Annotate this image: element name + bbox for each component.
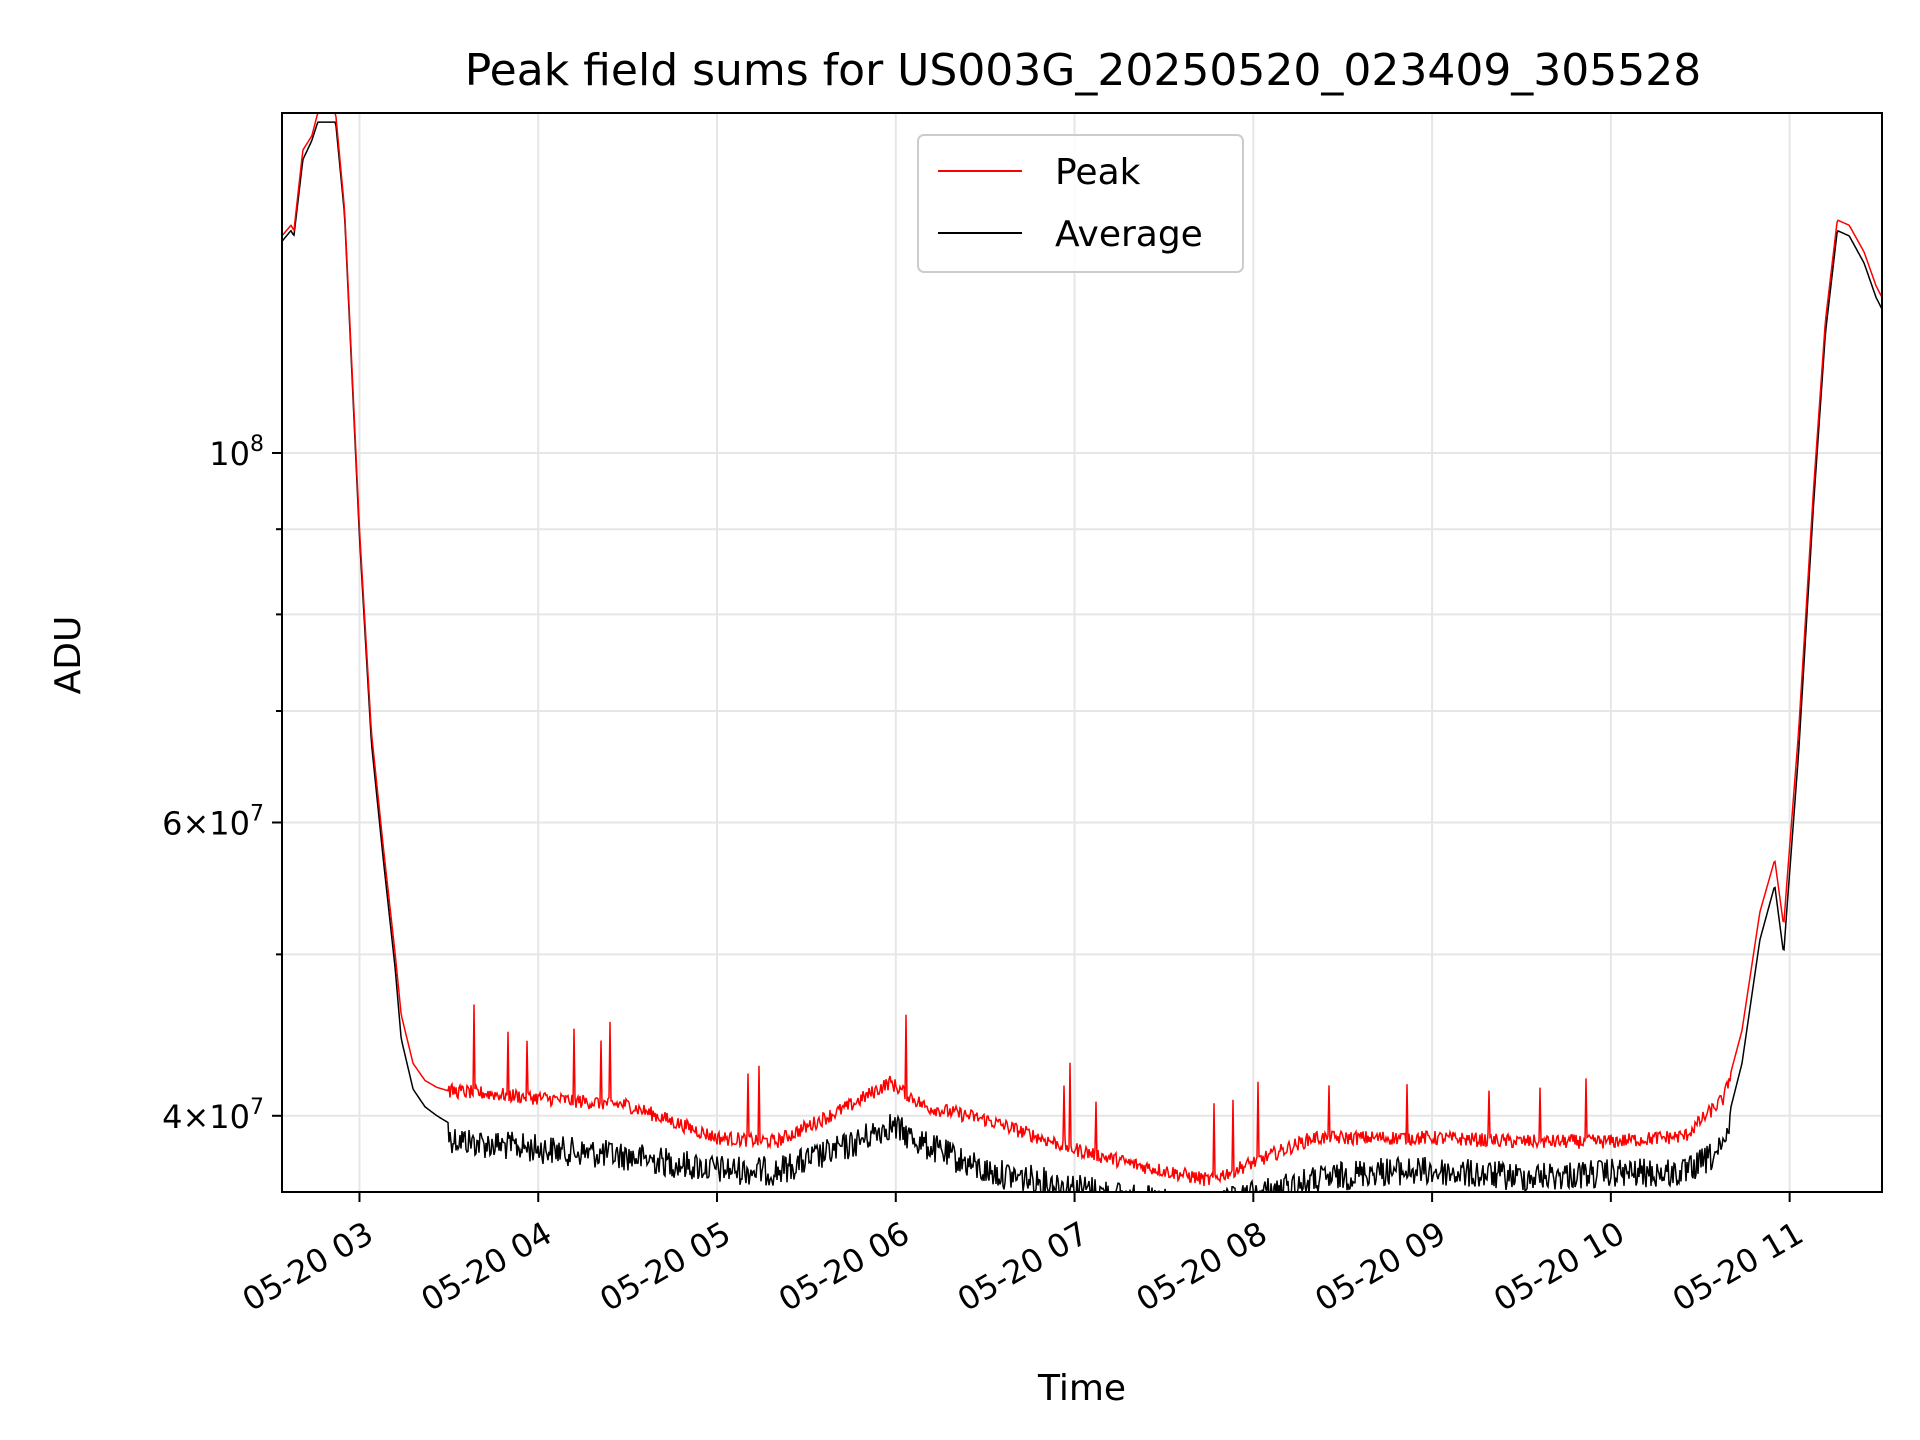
- y-tick-label-pow-base: 10: [209, 1098, 250, 1136]
- legend-box: [917, 134, 1244, 273]
- series-line-average: [282, 121, 1882, 1192]
- legend: Peak Average: [917, 134, 1244, 273]
- y-tick-label-base: 4: [162, 1098, 182, 1136]
- y-tick-label-pow-base: 10: [209, 435, 250, 473]
- legend-label-peak: Peak: [1055, 152, 1141, 193]
- y-tick-label-exp: 7: [250, 1095, 264, 1120]
- y-tick-label-mult: ×: [182, 1098, 209, 1136]
- y-tick-label-pow-base: 10: [209, 804, 250, 842]
- y-tick-label-exp: 7: [250, 801, 264, 826]
- series-line-peak: [282, 113, 1882, 1187]
- grid: [282, 113, 1882, 1192]
- y-tick-label: 4×107: [162, 1095, 264, 1136]
- y-axis-label: ADU: [48, 616, 89, 695]
- y-tick-label: 6×107: [162, 801, 264, 842]
- y-tick-label-mult: ×: [182, 804, 209, 842]
- legend-label-average: Average: [1055, 214, 1203, 255]
- chart-title: Peak field sums for US003G_20250520_0234…: [465, 45, 1702, 96]
- y-tick-label: 108: [209, 432, 264, 473]
- plot-frame: [281, 112, 1883, 1193]
- plot-area: [282, 113, 1882, 1192]
- y-tick-label-base: 6: [162, 804, 182, 842]
- y-tick-label-exp: 8: [250, 432, 264, 457]
- x-axis-label: Time: [1037, 1368, 1126, 1409]
